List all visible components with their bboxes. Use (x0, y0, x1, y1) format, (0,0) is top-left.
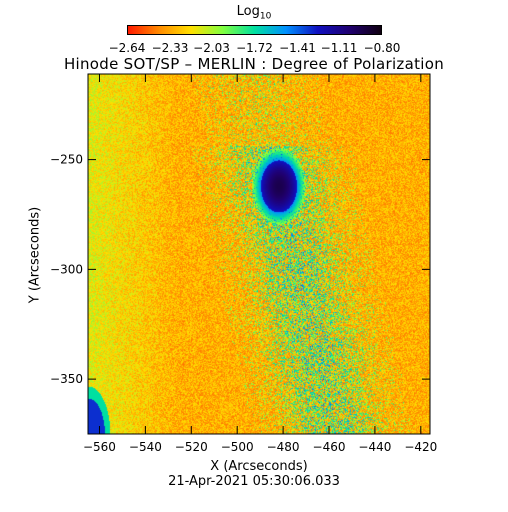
colorbar-tick-labels: −2.64 −2.33 −2.03 −1.72 −1.41 −1.11 −0.80 (0, 41, 508, 55)
x-axis-label: X (Arcseconds) (210, 459, 308, 474)
x-tick-label: −420 (404, 440, 437, 454)
x-tick-label: −500 (221, 440, 254, 454)
y-axis-label: Y (Arcseconds) (27, 206, 43, 304)
colorbar-tick-label: −0.80 (363, 41, 401, 55)
colorbar-title: Log10 (236, 4, 272, 22)
x-tick-label: −560 (83, 440, 116, 454)
colorbar-tick-label: −1.11 (320, 41, 358, 55)
colorbar-tick-label: −2.03 (193, 41, 230, 55)
colorbar-tick-label: −1.72 (236, 41, 273, 55)
plot-frame (87, 73, 431, 435)
chart-title: Hinode SOT/SP – MERLIN : Degree of Polar… (63, 55, 445, 73)
colorbar-tick-label: −1.41 (279, 41, 316, 55)
colorbar (127, 25, 382, 35)
x-tick-label: −540 (129, 440, 162, 454)
x-tick-label: −440 (358, 440, 391, 454)
polarization-map-image (88, 74, 430, 434)
colorbar-tick-label: −2.64 (108, 41, 146, 55)
y-tick-label: −300 (50, 262, 83, 276)
y-tick-label: −350 (50, 372, 83, 386)
x-tick-label: −480 (267, 440, 300, 454)
observation-date: 21-Apr-2021 05:30:06.033 (168, 474, 340, 489)
colorbar-tick-label: −2.33 (151, 41, 189, 55)
y-tick-label: −250 (50, 153, 83, 167)
x-tick-label: −460 (313, 440, 346, 454)
x-tick-label: −520 (175, 440, 208, 454)
